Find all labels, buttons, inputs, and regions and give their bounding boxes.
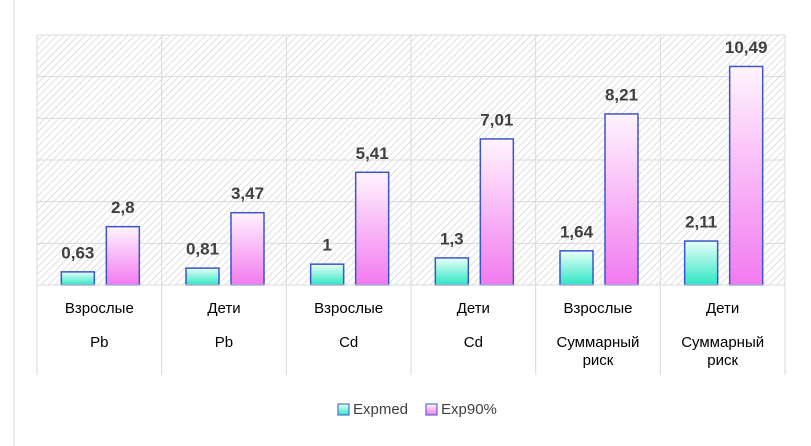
bar — [185, 267, 220, 286]
bar — [683, 240, 719, 286]
bar — [309, 263, 345, 286]
x-group-label: Pb — [90, 334, 109, 351]
bar — [559, 250, 594, 286]
bar — [728, 65, 764, 286]
x-group-label: Cd — [339, 334, 359, 351]
bar — [434, 257, 470, 286]
data-label: 10,49 — [725, 38, 768, 57]
x-tick-label: Взрослые — [64, 300, 134, 317]
data-label: 3,47 — [231, 184, 264, 203]
x-tick-label: Взрослые — [563, 300, 633, 317]
legend-swatch — [337, 403, 350, 416]
x-group-label: Суммарный риск — [681, 334, 765, 369]
x-tick-label: Взрослые — [314, 300, 384, 317]
data-label: 2,11 — [685, 213, 717, 232]
x-group-label: Cd — [463, 334, 483, 351]
x-tick-label: Дети — [207, 300, 241, 317]
x-tick-label: Дети — [706, 300, 740, 317]
legend-swatch — [425, 403, 438, 416]
data-label: 1,64 — [560, 222, 594, 241]
bar — [479, 138, 515, 286]
data-label: 0,81 — [186, 240, 219, 259]
legend-label: Expmed — [353, 401, 408, 418]
data-label: 8,21 — [605, 85, 638, 104]
bar — [105, 225, 141, 286]
data-label: 2,8 — [111, 198, 135, 217]
legend-label: Exp90% — [441, 401, 497, 418]
x-tick-label: Дети — [456, 300, 490, 317]
x-group-label: Суммарный риск — [556, 334, 640, 369]
bar — [354, 171, 390, 286]
bar — [60, 271, 96, 286]
data-label: 1 — [322, 236, 331, 255]
bar — [604, 113, 639, 286]
data-label: 1,3 — [440, 229, 464, 248]
data-label: 7,01 — [480, 110, 513, 129]
data-label: 0,63 — [61, 243, 94, 262]
data-label: 5,41 — [356, 144, 389, 163]
bar — [230, 211, 265, 286]
x-group-label: Pb — [214, 334, 234, 351]
